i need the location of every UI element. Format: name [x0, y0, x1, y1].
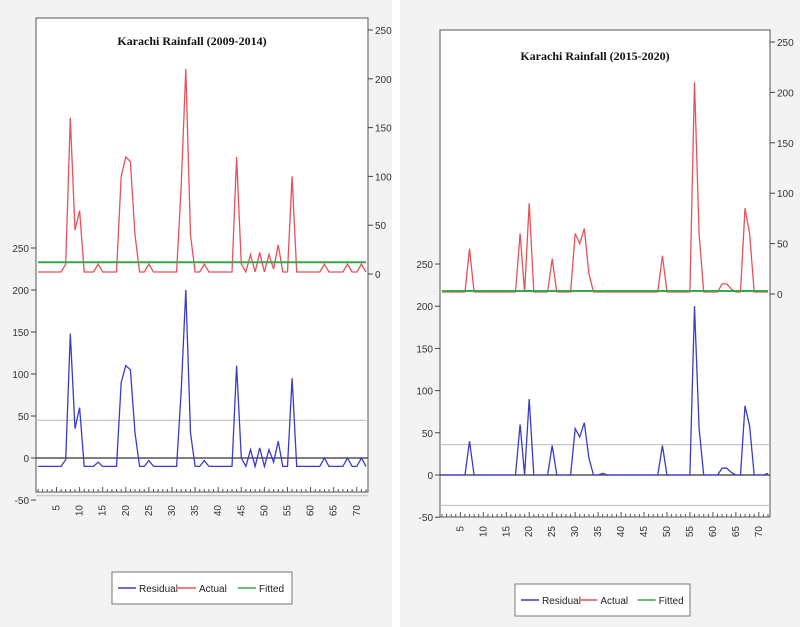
- legend-label-residual: Residual: [542, 596, 581, 607]
- x-axis-tick-label: 65: [731, 526, 742, 538]
- left-axis-tick-label: 100: [416, 387, 433, 398]
- right-axis-tick-label: 250: [777, 38, 794, 49]
- x-axis-tick-label: 40: [616, 526, 627, 538]
- left-axis-tick-label: 150: [12, 328, 29, 339]
- x-axis-tick-label: 10: [478, 526, 489, 538]
- legend-label-fitted: Fitted: [259, 584, 284, 595]
- chart-panel-left: Karachi Rainfall (2009-2014) 0 50 100 150 200…: [0, 0, 392, 627]
- left-axis-tick-label: 0: [427, 471, 433, 482]
- x-axis-tick-label: 30: [570, 526, 581, 538]
- x-axis-tick-label: 20: [121, 505, 132, 517]
- rainfall-chart-2009-2014: Karachi Rainfall (2009-2014)050100150200…: [12, 17, 392, 605]
- left-axis-tick-label: 50: [422, 429, 434, 440]
- right-axis-tick-label: 50: [777, 240, 789, 251]
- legend-label-fitted: Fitted: [659, 596, 684, 607]
- right-axis-tick-label: 50: [375, 221, 387, 232]
- x-axis-tick-label: 5: [51, 505, 62, 511]
- x-axis-tick-label: 70: [754, 526, 765, 538]
- left-axis-tick-label: 50: [18, 412, 30, 423]
- legend-label-residual: Residual: [139, 584, 178, 595]
- right-axis-tick-label: 100: [777, 189, 794, 200]
- left-axis-tick-label: -50: [419, 513, 434, 524]
- x-axis-tick-label: 35: [190, 505, 201, 517]
- chart-title: Karachi Rainfall (2015-2020): [520, 49, 669, 63]
- plot-frame: [439, 29, 771, 518]
- left-axis-tick-label: 250: [416, 260, 433, 271]
- x-axis-tick-label: 60: [708, 526, 719, 538]
- left-axis-tick-label: -50: [15, 496, 30, 507]
- legend-box: [111, 571, 293, 605]
- left-axis-tick-label: 0: [23, 454, 29, 465]
- x-axis-tick-label: 50: [662, 526, 673, 538]
- chart-title: Karachi Rainfall (2009-2014): [117, 34, 266, 48]
- series-line-actual: [38, 68, 367, 274]
- left-axis-tick-label: 250: [12, 244, 29, 255]
- right-axis-tick-label: 200: [777, 88, 794, 99]
- x-axis-tick-label: 15: [501, 526, 512, 538]
- x-axis-tick-label: 70: [352, 505, 363, 517]
- x-axis-tick-label: 40: [213, 505, 224, 517]
- rainfall-chart-2015-2020: Karachi Rainfall (2015-2020)050100150200…: [416, 29, 794, 617]
- legend-box: [514, 583, 691, 617]
- right-axis-tick-label: 0: [777, 290, 783, 301]
- x-axis-tick-label: 35: [593, 526, 604, 538]
- left-axis-tick-label: 200: [12, 286, 29, 297]
- x-axis-tick-label: 50: [259, 505, 270, 517]
- right-axis-tick-label: 100: [375, 172, 392, 183]
- left-axis-tick-label: 100: [12, 370, 29, 381]
- right-axis-tick-label: 200: [375, 75, 392, 86]
- right-axis-tick-label: 150: [777, 139, 794, 150]
- left-axis-tick-label: 150: [416, 344, 433, 355]
- x-axis-tick-label: 45: [639, 526, 650, 538]
- right-axis-tick-label: 0: [375, 270, 381, 281]
- x-axis-tick-label: 55: [282, 505, 293, 517]
- series-line-residual: [442, 306, 769, 476]
- right-axis-tick-label: 250: [375, 26, 392, 37]
- x-axis-tick-label: 45: [236, 505, 247, 517]
- x-axis-tick-label: 25: [547, 526, 558, 538]
- x-axis-tick-label: 65: [329, 505, 340, 517]
- plot-frame: [35, 17, 369, 493]
- x-axis-tick-label: 30: [167, 505, 178, 517]
- right-axis-tick-label: 150: [375, 124, 392, 135]
- x-axis-tick-label: 55: [685, 526, 696, 538]
- x-axis-tick-label: 60: [306, 505, 317, 517]
- legend-label-actual: Actual: [600, 596, 628, 607]
- x-axis-tick-label: 25: [144, 505, 155, 517]
- x-axis-tick-label: 20: [524, 526, 535, 538]
- x-axis-tick-label: 5: [455, 526, 466, 532]
- series-line-residual: [38, 289, 367, 469]
- x-axis-tick-label: 10: [75, 505, 86, 517]
- chart-panel-right: Karachi Rainfall (2015-2020) 0 50 100 150 200…: [400, 0, 800, 627]
- x-axis-tick-label: 15: [98, 505, 109, 517]
- left-axis-tick-label: 200: [416, 302, 433, 313]
- legend-label-actual: Actual: [199, 584, 227, 595]
